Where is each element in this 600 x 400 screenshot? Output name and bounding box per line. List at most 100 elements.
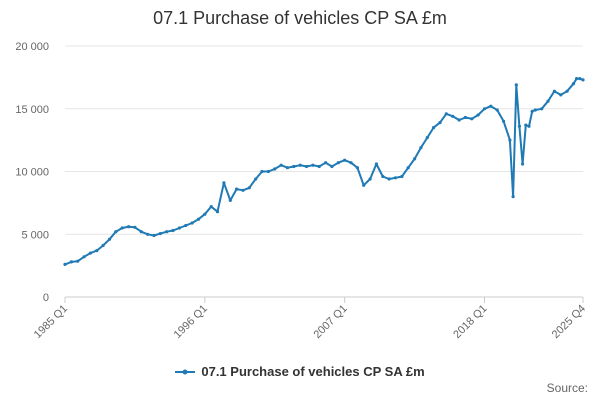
legend[interactable]: 07.1 Purchase of vehicles CP SA £m <box>0 364 600 379</box>
data-point <box>133 225 137 229</box>
data-point <box>82 255 86 259</box>
data-point <box>575 77 579 81</box>
data-point <box>76 259 80 263</box>
data-point <box>355 166 359 170</box>
series-layer <box>63 77 585 266</box>
data-point <box>457 118 461 122</box>
data-point <box>530 109 534 113</box>
y-tick-label: 20 000 <box>15 41 49 53</box>
source-label: Source: <box>546 381 588 395</box>
data-point <box>120 226 124 230</box>
data-point <box>393 176 398 180</box>
data-point <box>273 167 277 171</box>
series-line <box>64 77 584 266</box>
data-point <box>514 83 518 87</box>
data-point <box>292 164 296 169</box>
data-point <box>107 237 112 241</box>
data-point <box>349 161 353 165</box>
data-point <box>139 230 143 234</box>
data-point <box>559 93 563 97</box>
data-point <box>451 114 455 118</box>
data-point <box>482 107 487 111</box>
data-point <box>374 162 378 166</box>
data-point <box>476 113 480 117</box>
data-point <box>190 221 194 225</box>
data-point <box>177 226 181 230</box>
y-tick-label: 0 <box>43 292 49 304</box>
data-point <box>69 260 73 264</box>
data-point <box>266 169 270 174</box>
data-point <box>533 108 537 112</box>
data-point <box>146 232 150 236</box>
x-tick-label: 2007 Q1 <box>311 303 349 341</box>
axis-layer: 0 5 000 10 000 15 000 20 000 1985 Q1 1996 Q1 20… <box>15 41 588 341</box>
data-point <box>184 223 188 228</box>
data-point <box>406 166 410 170</box>
data-point <box>517 124 522 128</box>
chart-title: 07.1 Purchase of vehicles CP SA £m <box>153 8 447 28</box>
data-point <box>247 186 251 190</box>
data-point <box>101 243 105 248</box>
x-tick-label: 2018 Q1 <box>451 303 489 341</box>
data-point <box>209 205 213 209</box>
y-tick-label: 15 000 <box>15 104 49 116</box>
data-point <box>114 230 118 234</box>
data-point <box>241 188 245 192</box>
data-point <box>222 181 226 185</box>
data-point <box>489 104 493 108</box>
data-point <box>279 163 283 167</box>
data-point <box>438 121 442 125</box>
data-point <box>196 217 201 221</box>
data-point <box>524 123 528 127</box>
data-point <box>571 82 576 86</box>
data-point <box>304 164 309 169</box>
data-point <box>387 177 391 181</box>
legend-line-icon <box>175 369 196 374</box>
data-point <box>127 225 131 229</box>
data-point <box>521 162 525 166</box>
y-tick-label: 10 000 <box>15 167 49 179</box>
data-point <box>400 174 404 179</box>
data-point <box>330 164 334 169</box>
legend-label: 07.1 Purchase of vehicles CP SA £m <box>201 364 425 379</box>
data-point <box>311 163 315 167</box>
data-point <box>158 232 162 236</box>
data-point <box>470 117 474 121</box>
data-point <box>552 89 557 93</box>
x-tick-label: 2025 Q4 <box>550 303 588 341</box>
data-point <box>565 89 569 93</box>
grid-layer <box>65 45 583 235</box>
data-point <box>285 166 290 170</box>
data-point <box>527 124 531 128</box>
data-point <box>254 177 258 181</box>
y-tick-label: 5 000 <box>21 229 49 241</box>
data-point <box>165 230 169 234</box>
data-point <box>235 187 239 191</box>
data-point <box>381 174 385 179</box>
data-point <box>317 164 321 169</box>
data-point <box>95 249 99 253</box>
data-point <box>419 146 423 150</box>
data-point <box>444 112 448 116</box>
data-point <box>432 126 436 130</box>
data-point <box>298 163 302 167</box>
data-point <box>152 233 156 238</box>
data-point <box>336 161 340 165</box>
data-point <box>413 157 417 161</box>
data-point <box>540 107 544 111</box>
data-point <box>368 177 372 181</box>
data-point <box>508 138 512 142</box>
data-point <box>324 161 328 165</box>
x-tick-label: 1996 Q1 <box>172 303 210 341</box>
data-point <box>581 78 585 82</box>
data-point <box>203 212 207 216</box>
data-point <box>343 158 347 162</box>
data-point <box>463 115 467 120</box>
data-point <box>425 136 429 140</box>
data-point <box>578 77 582 81</box>
x-tick-label: 1985 Q1 <box>32 303 70 341</box>
data-point <box>495 108 499 112</box>
data-point <box>215 210 220 214</box>
